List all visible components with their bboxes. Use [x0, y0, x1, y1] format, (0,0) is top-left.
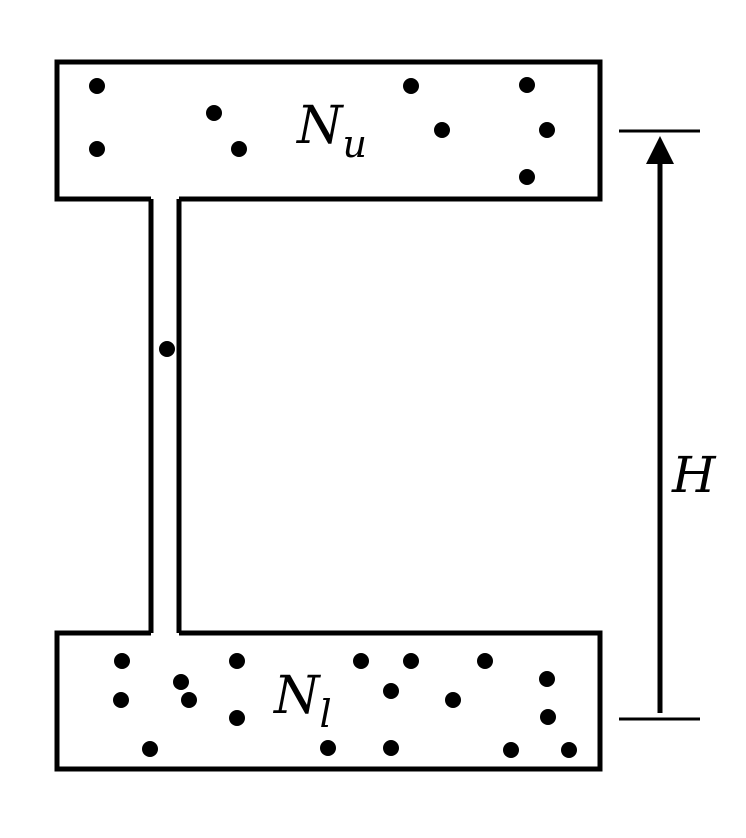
height-arrow-head-icon	[646, 136, 674, 164]
particle	[519, 77, 535, 93]
particle	[383, 740, 399, 756]
height-dimension: H	[619, 129, 722, 721]
lower-symbol: N	[272, 666, 321, 726]
particle	[561, 742, 577, 758]
particle	[206, 105, 222, 121]
particle	[477, 653, 493, 669]
lower-count-label: Nl	[272, 666, 332, 736]
connecting-tube	[148, 196, 182, 634]
tube-particles	[159, 341, 175, 357]
svg-text:Nl: Nl	[272, 666, 332, 736]
particle	[231, 141, 247, 157]
particle	[403, 653, 419, 669]
lower-particles	[113, 653, 577, 758]
upper-subscript: u	[343, 122, 367, 166]
particle	[353, 653, 369, 669]
particle	[89, 141, 105, 157]
upper-count-label: Nu	[295, 96, 367, 166]
particle	[519, 169, 535, 185]
particle	[173, 674, 189, 690]
particle	[142, 741, 158, 757]
particle	[113, 692, 129, 708]
particle	[229, 710, 245, 726]
particle	[503, 742, 519, 758]
upper-reservoir	[54, 59, 603, 202]
particle	[229, 653, 245, 669]
particle	[159, 341, 175, 357]
particle	[89, 78, 105, 94]
particle	[181, 692, 197, 708]
particle	[434, 122, 450, 138]
particle	[539, 122, 555, 138]
height-label: H	[671, 446, 717, 504]
particle	[445, 692, 461, 708]
particle	[539, 671, 555, 687]
upper-symbol: N	[295, 96, 344, 156]
particle	[540, 709, 556, 725]
particle	[383, 683, 399, 699]
lower-subscript: l	[320, 692, 332, 736]
upper-particles	[89, 77, 555, 185]
lower-reservoir	[54, 630, 603, 772]
particle	[403, 78, 419, 94]
particle	[114, 653, 130, 669]
particle	[320, 740, 336, 756]
svg-text:Nu: Nu	[295, 96, 367, 166]
